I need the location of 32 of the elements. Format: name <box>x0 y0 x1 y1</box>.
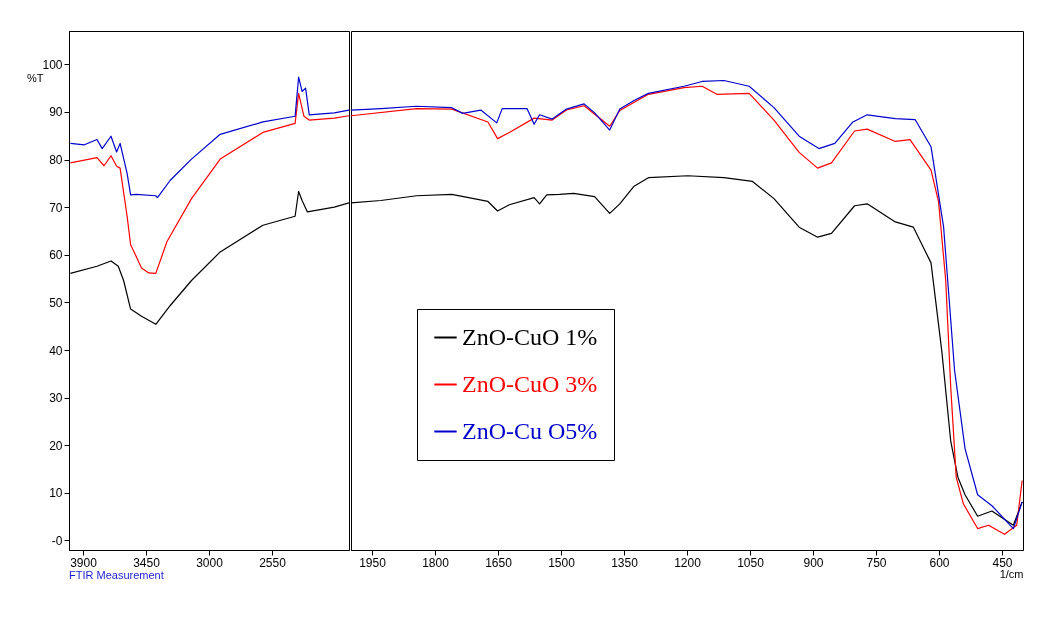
y-tick-label: 80 <box>49 153 63 168</box>
y-axis-title: %T <box>27 71 44 84</box>
x-tick-label: 1050 <box>737 555 765 570</box>
text: FTIR Measurement <box>69 569 164 581</box>
x-tick-label: 2550 <box>259 555 287 570</box>
x-tick-label: 3900 <box>70 555 98 570</box>
y-tick-label: -0 <box>51 533 63 548</box>
legend-label: ZnO-CuO 1% <box>462 323 598 350</box>
x-tick-label: 1500 <box>548 555 576 570</box>
x-tick-label: 600 <box>929 555 950 570</box>
y-tick-label: 60 <box>49 248 63 263</box>
x-tick-label: 3450 <box>133 555 161 570</box>
x-tick-label: 450 <box>992 555 1013 570</box>
legend-label: ZnO-Cu O5% <box>462 417 598 444</box>
legend-label: ZnO-CuO 3% <box>462 370 598 397</box>
y-tick-label: 50 <box>49 295 63 310</box>
y-tick-label: 90 <box>49 105 63 120</box>
x-tick-label: 1950 <box>359 555 387 570</box>
x-tick-label: 1350 <box>611 555 639 570</box>
y-tick-label: 30 <box>49 391 63 406</box>
x-tick-label: 900 <box>803 555 824 570</box>
x-tick-label: 750 <box>866 555 887 570</box>
x-tick-label: 1800 <box>422 555 450 570</box>
y-tick-label: 70 <box>49 200 63 215</box>
y-tick-label: 10 <box>49 486 63 501</box>
x-tick-label: 1200 <box>674 555 702 570</box>
x-tick-label: 1650 <box>485 555 513 570</box>
y-tick-label: 20 <box>49 438 63 453</box>
y-tick-label: 40 <box>49 343 63 358</box>
y-tick-label: 100 <box>42 57 63 72</box>
x-axis-title: 1/cm <box>999 567 1024 580</box>
x-tick-label: 3000 <box>196 555 224 570</box>
